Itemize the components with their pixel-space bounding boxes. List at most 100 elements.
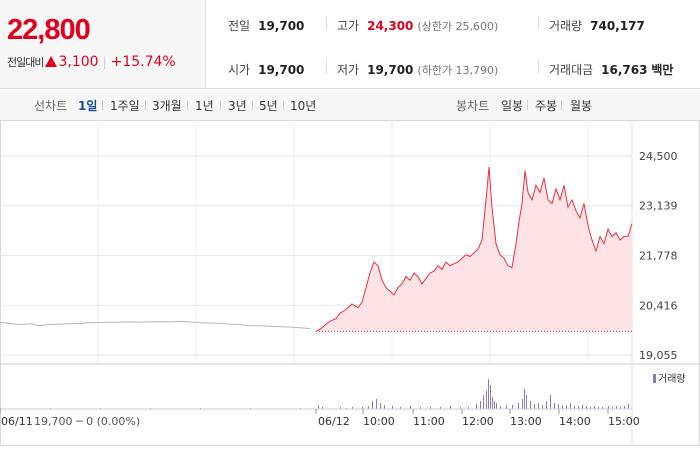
volume-bar bbox=[468, 407, 469, 409]
price-area-fill bbox=[316, 167, 632, 332]
y-tick-label: 19,055 bbox=[639, 349, 678, 362]
volume-bar bbox=[376, 399, 377, 409]
tab-5y[interactable]: 5년 bbox=[259, 99, 278, 113]
stat-low: 저가 19,700 (하한가 13,790) bbox=[337, 63, 499, 77]
volume-bar bbox=[440, 407, 441, 409]
y-tick-label: 23,139 bbox=[639, 200, 678, 213]
volume-bar bbox=[570, 403, 571, 409]
volume-bar bbox=[594, 406, 595, 409]
change-row: 전일대비 3,100 | +15.74% bbox=[7, 54, 176, 70]
line-chart-label: 선차트 bbox=[34, 99, 68, 113]
volume-bar bbox=[384, 405, 385, 409]
x-tick-label: 06/12 bbox=[318, 415, 350, 428]
tab-daily[interactable]: 일봉 bbox=[501, 99, 524, 113]
stat-prev-close: 전일 19,700 bbox=[228, 19, 305, 33]
stat-volume: 거래량 740,177 bbox=[549, 19, 645, 33]
volume-bar bbox=[494, 401, 495, 409]
volume-bar bbox=[400, 407, 401, 409]
volume-bar bbox=[460, 407, 461, 409]
x-tick-label: 13:00 bbox=[510, 415, 542, 428]
volume-bar bbox=[526, 395, 527, 409]
chart-period-nav: 선차트 1일 1주일 3개월 1년 3년 5년 10년 봉차트 일봉 주봉 월봉 bbox=[0, 89, 700, 121]
volume-bar bbox=[524, 389, 525, 409]
volume-bar bbox=[628, 404, 629, 409]
stat-amount: 거래대금 16,763 백만 bbox=[549, 63, 674, 77]
volume-bar bbox=[574, 406, 575, 409]
x-tick-label: 14:00 bbox=[559, 415, 591, 428]
volume-bar bbox=[602, 407, 603, 409]
volume-bar bbox=[420, 407, 421, 409]
volume-bar bbox=[392, 406, 393, 409]
current-price: 22,800 bbox=[7, 14, 91, 46]
change-label: 전일대비 bbox=[7, 56, 44, 69]
volume-bar bbox=[372, 401, 373, 409]
volume-bar bbox=[598, 407, 599, 409]
volume-bar bbox=[492, 397, 493, 409]
prev-day-line bbox=[0, 320, 311, 329]
volume-bar bbox=[578, 406, 579, 409]
tab-monthly[interactable]: 월봉 bbox=[570, 99, 593, 113]
volume-bar bbox=[500, 406, 501, 409]
volume-bar bbox=[340, 407, 341, 409]
y-tick-label: 21,778 bbox=[639, 249, 678, 262]
y-tick-label: 20,416 bbox=[639, 299, 678, 312]
tab-1y[interactable]: 1년 bbox=[195, 99, 214, 113]
volume-bar bbox=[480, 401, 481, 409]
volume-bar bbox=[410, 406, 411, 409]
volume-bar bbox=[368, 406, 369, 409]
stat-open: 시가 19,700 bbox=[228, 63, 305, 77]
price-panel: 22,800 전일대비 3,100 | +15.74% bbox=[0, 0, 206, 88]
up-triangle-icon bbox=[45, 56, 58, 67]
tab-3y[interactable]: 3년 bbox=[228, 99, 247, 113]
volume-bar bbox=[322, 407, 323, 409]
volume-bar bbox=[590, 407, 591, 409]
volume-bar bbox=[476, 404, 477, 409]
quote-header: 22,800 전일대비 3,100 | +15.74% 전일 19,700 시가 19,7… bbox=[0, 0, 700, 89]
tab-weekly[interactable]: 주봉 bbox=[535, 99, 558, 113]
stat-high: 고가 24,300 (상한가 25,600) bbox=[337, 19, 499, 33]
volume-bar bbox=[522, 399, 523, 409]
price-line bbox=[315, 166, 633, 332]
price-chart: 24,500 23,139 21,778 20,416 19,055 거래량 06/12 10… bbox=[0, 120, 700, 446]
tab-1d[interactable]: 1일 bbox=[78, 99, 98, 113]
tab-3m[interactable]: 3개월 bbox=[152, 99, 182, 113]
x-tick-label: 15:00 bbox=[608, 415, 640, 428]
candle-chart-label: 봉차트 bbox=[456, 99, 490, 113]
volume-bar bbox=[488, 379, 489, 409]
prev-day-label: 06/11 bbox=[1, 415, 33, 428]
volume-bar bbox=[483, 395, 484, 409]
volume-bar bbox=[558, 404, 559, 409]
volume-bar bbox=[608, 406, 609, 409]
volume-bar bbox=[624, 406, 625, 409]
volume-bar bbox=[554, 403, 555, 409]
volume-bar bbox=[512, 405, 513, 409]
x-tick-label: 12:00 bbox=[462, 415, 494, 428]
volume-bar bbox=[362, 407, 363, 409]
prev-day-summary: 19,700 ─ 0 (0.00%) bbox=[34, 415, 140, 428]
y-tick-label: 24,500 bbox=[639, 150, 678, 163]
volume-legend-swatch bbox=[653, 374, 656, 383]
volume-bar bbox=[538, 403, 539, 409]
volume-bar bbox=[620, 407, 621, 409]
volume-bar bbox=[486, 391, 487, 409]
volume-bar bbox=[490, 385, 491, 409]
volume-bar bbox=[616, 406, 617, 409]
volume-bar bbox=[612, 407, 613, 409]
volume-bar bbox=[518, 403, 519, 409]
volume-legend-label: 거래량 bbox=[658, 373, 686, 385]
change-percent: +15.74% bbox=[110, 54, 176, 70]
x-tick-label: 11:00 bbox=[413, 415, 445, 428]
volume-bar bbox=[582, 405, 583, 409]
volume-bar bbox=[566, 405, 567, 409]
volume-bar bbox=[506, 405, 507, 409]
volume-bar bbox=[318, 405, 319, 409]
volume-bar bbox=[550, 395, 551, 409]
tab-1w[interactable]: 1주일 bbox=[110, 99, 140, 113]
volume-bar bbox=[534, 404, 535, 409]
volume-bar bbox=[530, 401, 531, 409]
volume-bar bbox=[562, 405, 563, 409]
volume-bar bbox=[450, 406, 451, 409]
volume-bar bbox=[380, 403, 381, 409]
tab-10y[interactable]: 10년 bbox=[290, 99, 317, 113]
change-value: 3,100 bbox=[58, 54, 99, 70]
